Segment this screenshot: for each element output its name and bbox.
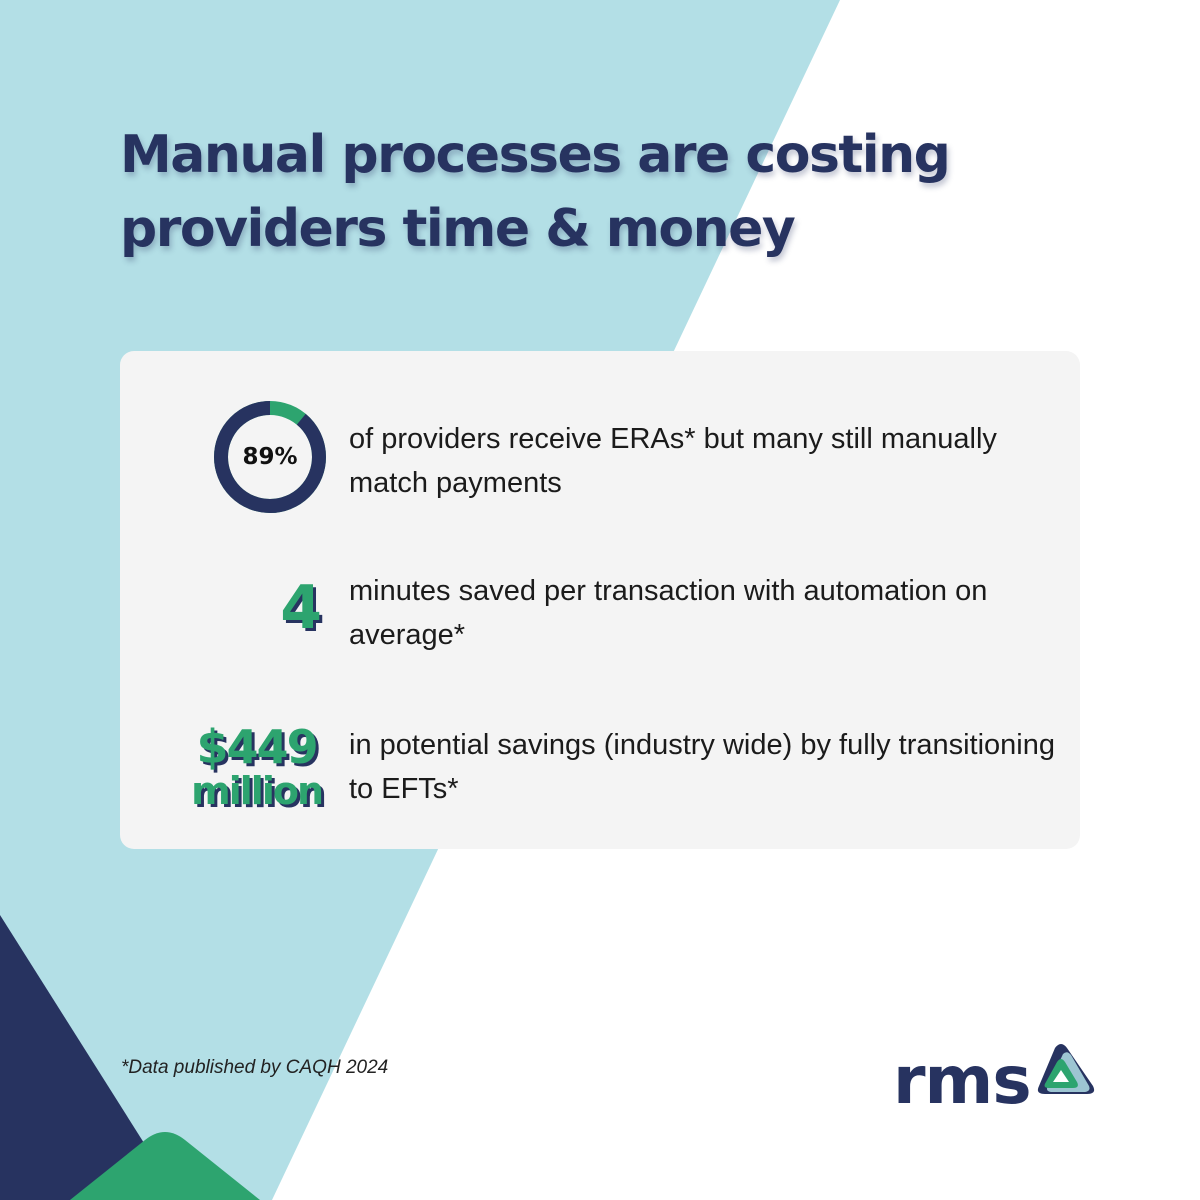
stats-card: 89% of providers receive ERAs* but many …	[120, 351, 1080, 849]
logo-text: rms	[893, 1042, 1032, 1119]
stat-description-providers: of providers receive ERAs* but many stil…	[349, 423, 997, 499]
page-title: Manual processes are costing providers t…	[120, 118, 1080, 266]
triangle-logo-icon	[1037, 1044, 1095, 1094]
donut-value-arc	[214, 401, 326, 513]
percent-donut-chart	[214, 401, 326, 513]
stat-description-minutes: minutes saved per transaction with autom…	[349, 575, 988, 651]
page-title-line-2: providers time & money	[120, 199, 796, 259]
savings-unit: million	[191, 769, 324, 813]
page-title-line-1: Manual processes are costing	[120, 125, 951, 185]
rms-logo: rms	[893, 1040, 1103, 1120]
savings-amount: $449	[196, 720, 319, 774]
savings-value: $449 million	[191, 720, 324, 813]
data-source-footnote: *Data published by CAQH 2024	[121, 1057, 389, 1078]
stat-description-savings: in potential savings (industry wide) by …	[349, 729, 1056, 805]
navy-corner-triangle	[0, 915, 180, 1200]
percent-value: 89%	[242, 444, 298, 470]
minutes-value: 4	[280, 573, 322, 643]
green-corner-shape	[70, 1132, 260, 1200]
